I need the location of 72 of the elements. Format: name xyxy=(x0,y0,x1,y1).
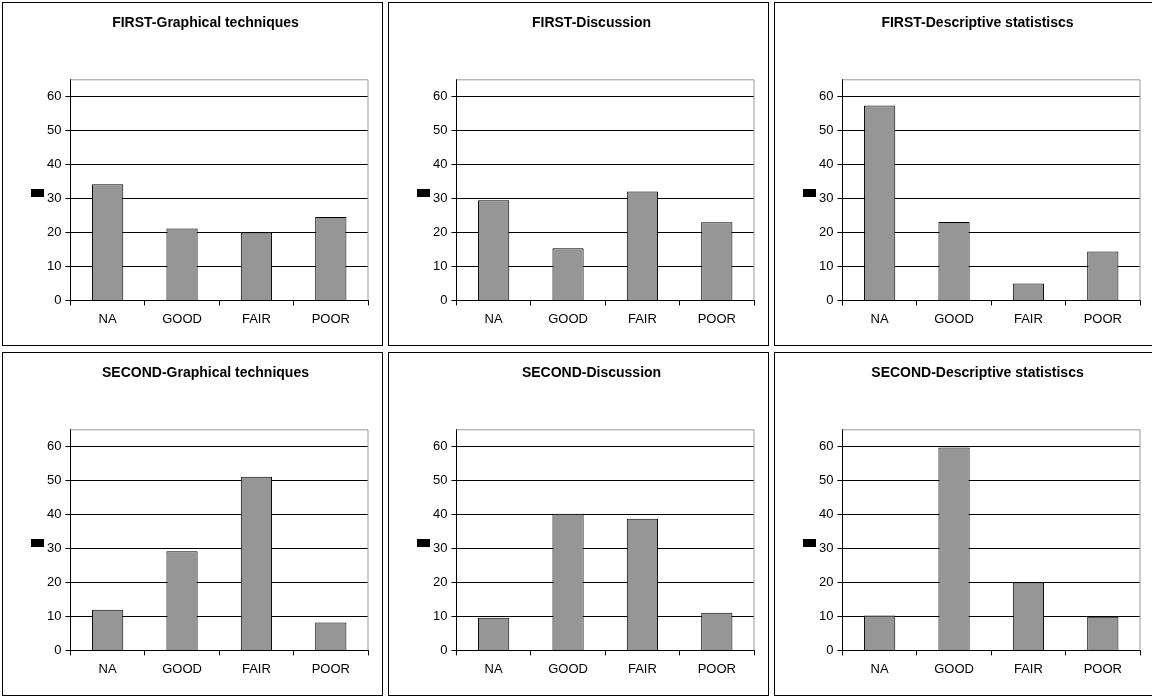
x-tick-label: NA xyxy=(98,660,118,676)
x-tick-label: NA xyxy=(870,660,890,676)
chart-title: FIRST-Graphical techniques xyxy=(112,14,300,31)
y-tick-label: 40 xyxy=(818,506,834,522)
x-tick-label: GOOD xyxy=(548,310,588,326)
x-tick-label: GOOD xyxy=(162,310,202,326)
y-tick-label: 10 xyxy=(46,608,62,624)
y-tick-label: 40 xyxy=(46,156,62,172)
y-tick-label: 20 xyxy=(818,224,834,240)
y-tick-label: 30 xyxy=(46,190,62,206)
y-tick-label: 30 xyxy=(432,540,448,556)
x-tick-label: POOR xyxy=(311,660,350,676)
y-tick-label: 10 xyxy=(432,608,448,624)
y-tick-label: 60 xyxy=(432,88,448,104)
y-tick-label: 60 xyxy=(46,88,62,104)
chart-title: FIRST-Discussion xyxy=(531,14,652,31)
y-tick-label: 10 xyxy=(46,258,62,274)
x-tick-label: POOR xyxy=(1083,310,1122,326)
y-tick-label: 30 xyxy=(818,190,834,206)
y-tick-label: 40 xyxy=(46,506,62,522)
x-tick-label: FAIR xyxy=(627,310,657,326)
y-tick-label: 20 xyxy=(46,574,62,590)
x-tick-label: FAIR xyxy=(241,660,271,676)
y-tick-label: 0 xyxy=(54,291,62,307)
x-tick-label: NA xyxy=(870,310,890,326)
y-tick-label: 60 xyxy=(46,438,62,454)
y-tick-label: 20 xyxy=(432,574,448,590)
y-tick-label: 30 xyxy=(46,540,62,556)
y-tick-label: 60 xyxy=(432,438,448,454)
x-tick-label: GOOD xyxy=(548,660,588,676)
y-tick-label: 20 xyxy=(432,224,448,240)
x-tick-label: GOOD xyxy=(934,310,974,326)
x-tick-label: POOR xyxy=(697,660,736,676)
y-tick-label: 10 xyxy=(818,258,834,274)
y-tick-label: 60 xyxy=(818,88,834,104)
y-tick-label: 0 xyxy=(440,641,448,657)
y-tick-label: 40 xyxy=(432,156,448,172)
y-tick-label: 40 xyxy=(432,506,448,522)
chart-title: SECOND-Discussion xyxy=(521,364,662,381)
y-tick-label: 0 xyxy=(54,641,62,657)
x-tick-label: POOR xyxy=(697,310,736,326)
y-tick-label: 20 xyxy=(818,574,834,590)
y-tick-label: 0 xyxy=(826,291,834,307)
x-tick-label: POOR xyxy=(1083,660,1122,676)
y-tick-label: 0 xyxy=(826,641,834,657)
y-tick-label: 50 xyxy=(818,472,834,488)
y-tick-label: 50 xyxy=(818,122,834,138)
x-tick-label: GOOD xyxy=(934,660,974,676)
y-tick-label: 50 xyxy=(432,472,448,488)
x-tick-label: NA xyxy=(98,310,118,326)
chart-title: SECOND-Descriptive statistiscs xyxy=(871,364,1084,381)
y-tick-label: 60 xyxy=(818,438,834,454)
y-tick-label: 50 xyxy=(432,122,448,138)
y-tick-label: 0 xyxy=(440,291,448,307)
chart-title: FIRST-Descriptive statistiscs xyxy=(881,14,1074,31)
x-tick-label: NA xyxy=(484,660,504,676)
x-tick-label: NA xyxy=(484,310,504,326)
x-tick-label: FAIR xyxy=(627,660,657,676)
x-tick-label: FAIR xyxy=(241,310,271,326)
x-tick-label: FAIR xyxy=(1013,660,1043,676)
y-tick-label: 20 xyxy=(46,224,62,240)
y-tick-label: 50 xyxy=(46,122,62,138)
y-tick-label: 10 xyxy=(818,608,834,624)
x-tick-label: GOOD xyxy=(162,660,202,676)
y-tick-label: 50 xyxy=(46,472,62,488)
x-tick-label: POOR xyxy=(311,310,350,326)
chart-title: SECOND-Graphical techniques xyxy=(102,364,310,381)
x-tick-label: FAIR xyxy=(1013,310,1043,326)
y-tick-label: 30 xyxy=(818,540,834,556)
y-tick-label: 40 xyxy=(818,156,834,172)
y-tick-label: 30 xyxy=(432,190,448,206)
y-tick-label: 10 xyxy=(432,258,448,274)
